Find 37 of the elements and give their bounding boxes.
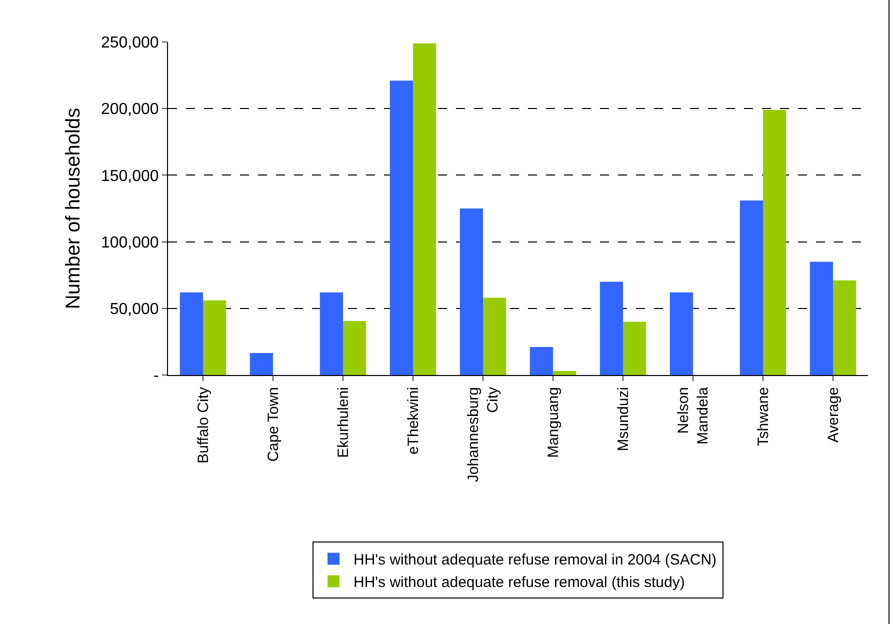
x-tick-label: Ekurhuleni bbox=[334, 387, 352, 458]
bar bbox=[390, 80, 413, 375]
x-tick-label: Buffalo City bbox=[194, 386, 212, 464]
y-tick-label: 100,000 bbox=[100, 234, 159, 252]
legend-label: HH's without adequate refuse removal in 2004 (SACN) bbox=[354, 552, 717, 569]
x-tick-label: Average bbox=[824, 387, 842, 443]
bar bbox=[763, 110, 786, 375]
y-axis-title: Number of households bbox=[62, 108, 84, 310]
bar bbox=[810, 262, 833, 375]
bar bbox=[530, 347, 553, 375]
bar bbox=[250, 353, 273, 375]
bar bbox=[180, 292, 203, 375]
bar bbox=[553, 371, 576, 375]
y-tick-label: 200,000 bbox=[100, 101, 159, 118]
bar bbox=[833, 280, 856, 375]
bar bbox=[483, 298, 506, 375]
bar bbox=[623, 322, 646, 375]
x-tick-label: Manguang bbox=[544, 387, 562, 458]
bar bbox=[343, 321, 366, 375]
x-tick-label: Nelson Mandela bbox=[675, 386, 712, 445]
bar bbox=[670, 292, 693, 375]
x-tick-label: eThekwini bbox=[404, 387, 422, 455]
y-tick-label: 150,000 bbox=[100, 168, 159, 185]
y-tick-label: - bbox=[153, 368, 159, 385]
x-tick-label: Johannesburg City bbox=[465, 386, 502, 482]
bar bbox=[460, 208, 483, 375]
x-tick-label: Cape Town bbox=[264, 387, 282, 462]
bar bbox=[740, 200, 763, 375]
x-tick-label: Msunduzi bbox=[614, 387, 632, 452]
y-tick-label: 50,000 bbox=[110, 301, 159, 318]
bar bbox=[203, 300, 226, 375]
bar bbox=[413, 43, 436, 375]
x-tick-label: Tshwane bbox=[754, 387, 772, 446]
bar bbox=[320, 292, 343, 375]
y-tick-label: 250,000 bbox=[100, 34, 159, 52]
legend-label: HH's without adequate refuse removal (this study) bbox=[354, 574, 685, 592]
bar bbox=[600, 282, 623, 375]
